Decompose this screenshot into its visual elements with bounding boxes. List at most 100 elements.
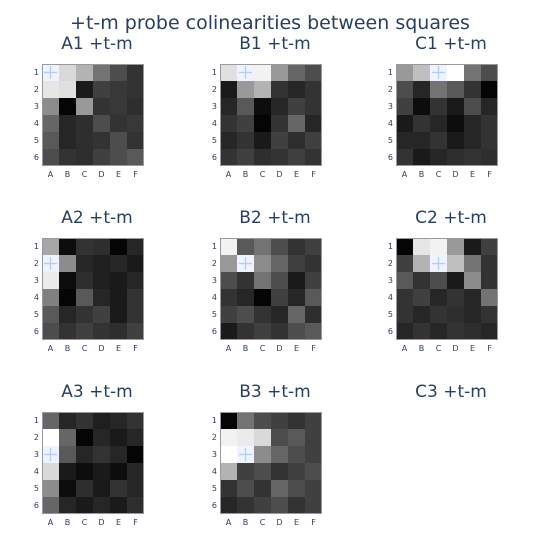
heatmap-cell — [288, 306, 306, 324]
row-tick-label: 4 — [33, 292, 39, 302]
heatmap-cell — [59, 412, 77, 430]
heatmap-cell — [220, 289, 238, 307]
row-tick-label: 3 — [211, 449, 217, 459]
heatmap-cell — [42, 323, 60, 340]
heatmap-cell — [430, 238, 448, 256]
heatmap-cell — [220, 412, 238, 430]
heatmap-cell — [93, 429, 111, 447]
heatmap — [396, 238, 498, 340]
heatmap-cell — [413, 289, 431, 307]
heatmap-cell — [288, 412, 306, 430]
row-tick-label: 4 — [387, 118, 393, 128]
heatmap-cell — [127, 429, 144, 447]
heatmap-cell — [305, 98, 322, 116]
col-tick-label: B — [242, 518, 249, 527]
row-tick-label: 5 — [211, 483, 217, 493]
heatmap-border — [42, 412, 144, 514]
heatmap-border — [220, 238, 322, 340]
heatmap-cell — [59, 446, 77, 464]
heatmap-cell — [288, 255, 306, 273]
heatmap-cell — [413, 81, 431, 99]
heatmap-cell — [481, 81, 498, 99]
heatmap-cell — [127, 323, 144, 340]
heatmap-cell — [93, 272, 111, 290]
heatmap — [220, 238, 322, 340]
panel-title: A2 +t-m — [61, 208, 133, 228]
panel-title: B1 +t-m — [239, 34, 311, 54]
heatmap-cell — [76, 323, 94, 340]
heatmap-cell — [237, 132, 255, 150]
heatmap-cell — [430, 306, 448, 324]
heatmap-cell — [76, 132, 94, 150]
heatmap-cell — [447, 81, 465, 99]
heatmap-cell — [254, 463, 272, 481]
heatmap-cell — [464, 255, 482, 273]
row-tick-label: 4 — [211, 292, 217, 302]
heatmap-cell — [481, 306, 498, 324]
col-tick-label: C — [259, 518, 266, 527]
heatmap-cell — [42, 480, 60, 498]
row-tick-label: 6 — [33, 152, 39, 162]
heatmap-cell — [481, 255, 498, 273]
col-tick-label: F — [487, 170, 492, 179]
heatmap — [42, 64, 144, 166]
col-tick-label: A — [225, 518, 232, 527]
heatmap-cell — [396, 64, 414, 82]
col-tick-label: F — [133, 344, 138, 353]
col-tick-label: B — [64, 518, 71, 527]
heatmap-cell — [93, 446, 111, 464]
row-tick-label: 1 — [211, 67, 217, 77]
heatmap-border — [220, 64, 322, 166]
heatmap-cell — [430, 272, 448, 290]
heatmap-cell — [110, 98, 128, 116]
heatmap-cell — [220, 132, 238, 150]
heatmap-cell — [305, 306, 322, 324]
heatmap-cell — [127, 255, 144, 273]
heatmap-cell — [464, 238, 482, 256]
heatmap-cell — [447, 64, 465, 82]
heatmap-cell — [271, 98, 289, 116]
heatmap-cell — [220, 463, 238, 481]
heatmap-cell — [396, 115, 414, 133]
heatmap-cell — [59, 64, 77, 82]
heatmap-cell — [305, 238, 322, 256]
heatmap-cell — [110, 289, 128, 307]
heatmap-cell — [464, 289, 482, 307]
heatmap-cell — [464, 149, 482, 166]
row-tick-label: 5 — [387, 309, 393, 319]
heatmap-cell — [42, 289, 60, 307]
heatmap-cell — [447, 238, 465, 256]
heatmap-cell — [413, 115, 431, 133]
heatmap-cell — [110, 480, 128, 498]
col-tick-label: C — [81, 170, 88, 179]
heatmap-cell — [464, 272, 482, 290]
row-tick-label: 2 — [387, 84, 393, 94]
heatmap-cell — [254, 115, 272, 133]
heatmap-cell — [430, 81, 448, 99]
heatmap-cell — [430, 132, 448, 150]
heatmap-cell — [237, 412, 255, 430]
heatmap-cell — [127, 463, 144, 481]
heatmap-cell — [76, 429, 94, 447]
heatmap-cell — [220, 115, 238, 133]
heatmap-cell — [237, 81, 255, 99]
heatmap-cell — [305, 323, 322, 340]
col-tick-label: A — [225, 344, 232, 353]
row-tick-label: 4 — [211, 118, 217, 128]
heatmap-cell — [396, 255, 414, 273]
col-tick-label: A — [401, 344, 408, 353]
row-tick-label: 2 — [33, 432, 39, 442]
heatmap — [42, 238, 144, 340]
col-tick-label: B — [64, 170, 71, 179]
col-tick-label: A — [47, 170, 54, 179]
heatmap-cell — [93, 132, 111, 150]
row-tick-label: 2 — [211, 432, 217, 442]
heatmap-cell — [305, 289, 322, 307]
heatmap-cell — [254, 497, 272, 514]
heatmap-cell — [254, 289, 272, 307]
heatmap-cell — [481, 115, 498, 133]
heatmap-cell — [220, 323, 238, 340]
heatmap-cell — [396, 306, 414, 324]
heatmap-cell — [220, 429, 238, 447]
heatmap-cell — [288, 149, 306, 166]
